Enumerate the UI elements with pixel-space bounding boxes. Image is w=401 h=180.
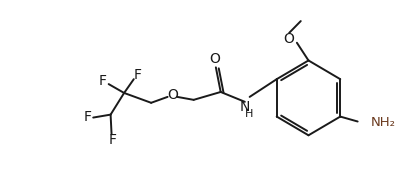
Text: N: N	[240, 100, 250, 114]
Text: H: H	[245, 109, 253, 119]
Text: O: O	[167, 88, 178, 102]
Text: F: F	[99, 74, 107, 88]
Text: O: O	[284, 32, 295, 46]
Text: F: F	[109, 133, 117, 147]
Text: F: F	[134, 68, 142, 82]
Text: NH₂: NH₂	[371, 116, 396, 129]
Text: F: F	[83, 110, 91, 124]
Text: O: O	[209, 53, 220, 66]
